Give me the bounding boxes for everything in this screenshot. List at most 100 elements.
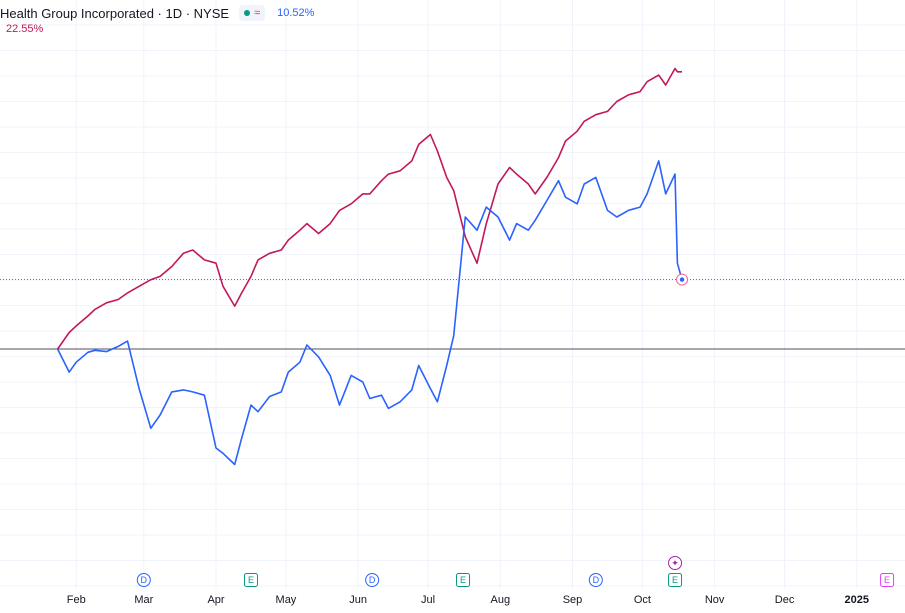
data-point-compare — [57, 348, 59, 350]
data-point-main — [299, 361, 301, 363]
data-point-compare — [476, 262, 478, 264]
data-point-compare — [94, 308, 96, 310]
data-point-compare — [534, 193, 536, 195]
earnings-marker[interactable]: E — [243, 573, 258, 587]
data-point-main — [75, 361, 77, 363]
data-point-compare — [607, 110, 609, 112]
dividend-marker-label: D — [593, 575, 600, 585]
data-point-main — [182, 389, 184, 391]
earnings-marker[interactable]: E — [668, 573, 683, 587]
data-point-compare — [280, 249, 282, 251]
data-point-compare — [399, 170, 401, 172]
data-point-compare — [117, 299, 119, 301]
data-point-main — [106, 351, 108, 353]
data-point-main — [565, 196, 567, 198]
data-point-main — [68, 371, 70, 373]
x-tick-label: Sep — [563, 594, 583, 606]
data-point-main — [280, 391, 282, 393]
data-point-main — [646, 193, 648, 195]
data-point-main — [665, 193, 667, 195]
symbol-title[interactable]: Health Group Incorporated · 1D · NYSE — [0, 5, 230, 21]
market-open-icon — [244, 10, 251, 16]
data-point-compare — [446, 176, 448, 178]
data-point-compare — [453, 190, 455, 192]
data-point-compare — [250, 275, 252, 277]
compare-change-percent: 22.55% — [6, 23, 44, 35]
data-point-main — [607, 209, 609, 211]
data-point-main — [241, 437, 243, 439]
data-point-main — [576, 203, 578, 205]
data-point-main — [329, 374, 331, 376]
event-marker-shape — [668, 556, 683, 570]
wave-icon: ≈ — [254, 7, 261, 19]
data-point-main — [250, 404, 252, 406]
data-point-main — [639, 206, 641, 208]
data-point-main — [171, 391, 173, 393]
series-line-main — [56, 160, 683, 466]
data-point-compare — [234, 305, 236, 307]
earnings-marker-shape — [243, 573, 258, 587]
last-value-dot — [679, 277, 685, 282]
data-point-compare — [627, 94, 629, 96]
data-point-compare — [436, 150, 438, 152]
data-point-compare — [222, 285, 224, 287]
last-value-marker[interactable] — [676, 273, 689, 286]
series-line-compare — [56, 67, 682, 350]
data-point-main — [269, 396, 271, 398]
data-point-compare — [318, 233, 320, 235]
data-point-compare — [350, 203, 352, 205]
data-point-compare — [616, 101, 618, 103]
future_earnings-marker-shape — [880, 573, 895, 587]
event-markers: D E D E D E ✦ E — [136, 556, 895, 587]
data-point-main — [516, 223, 518, 225]
dividend-marker-label: D — [369, 575, 376, 585]
data-point-compare — [339, 209, 341, 211]
data-point-main — [418, 365, 420, 367]
data-point-main — [350, 374, 352, 376]
data-point-main — [159, 414, 161, 416]
data-point-main — [411, 389, 413, 391]
dividend-marker[interactable]: D — [365, 573, 380, 587]
data-point-main — [150, 427, 152, 429]
data-point-compare — [150, 279, 152, 281]
dividend-marker[interactable]: D — [588, 573, 603, 587]
data-point-main — [192, 391, 194, 393]
grid — [0, 0, 905, 589]
data-point-main — [509, 239, 511, 241]
x-tick-label: Dec — [775, 594, 795, 606]
data-point-main — [369, 398, 371, 400]
event-marker-label: ✦ — [671, 558, 679, 568]
data-point-compare — [418, 143, 420, 145]
data-point-compare — [329, 223, 331, 225]
earnings-marker[interactable]: E — [456, 573, 471, 587]
event-marker[interactable]: ✦ — [668, 556, 683, 570]
data-point-compare — [639, 91, 641, 93]
dividend-marker-shape — [365, 573, 380, 587]
x-tick-label: May — [276, 594, 297, 606]
dividend-marker[interactable]: D — [136, 573, 151, 587]
x-tick-label: Oct — [634, 594, 651, 606]
data-point-compare — [257, 259, 259, 261]
data-point-compare — [583, 120, 585, 122]
data-point-main — [558, 180, 560, 182]
data-point-compare — [681, 71, 683, 73]
data-point-compare — [674, 68, 676, 70]
data-point-main — [287, 371, 289, 373]
data-point-compare — [595, 114, 597, 116]
x-tick-label: Feb — [67, 594, 86, 606]
data-point-main — [94, 349, 96, 351]
data-point-main — [429, 388, 431, 390]
data-point-compare — [485, 223, 487, 225]
data-point-main — [222, 452, 224, 454]
future_earnings-marker[interactable]: E — [880, 573, 895, 587]
data-point-compare — [658, 74, 660, 76]
data-point-compare — [192, 249, 194, 251]
earnings-marker-label: E — [460, 575, 466, 585]
x-tick-label: Jun — [349, 594, 367, 606]
data-point-compare — [87, 315, 89, 317]
data-point-main — [485, 206, 487, 208]
market-status-toggle[interactable]: ≈ — [239, 5, 266, 21]
data-point-main — [534, 219, 536, 221]
data-point-compare — [369, 193, 371, 195]
